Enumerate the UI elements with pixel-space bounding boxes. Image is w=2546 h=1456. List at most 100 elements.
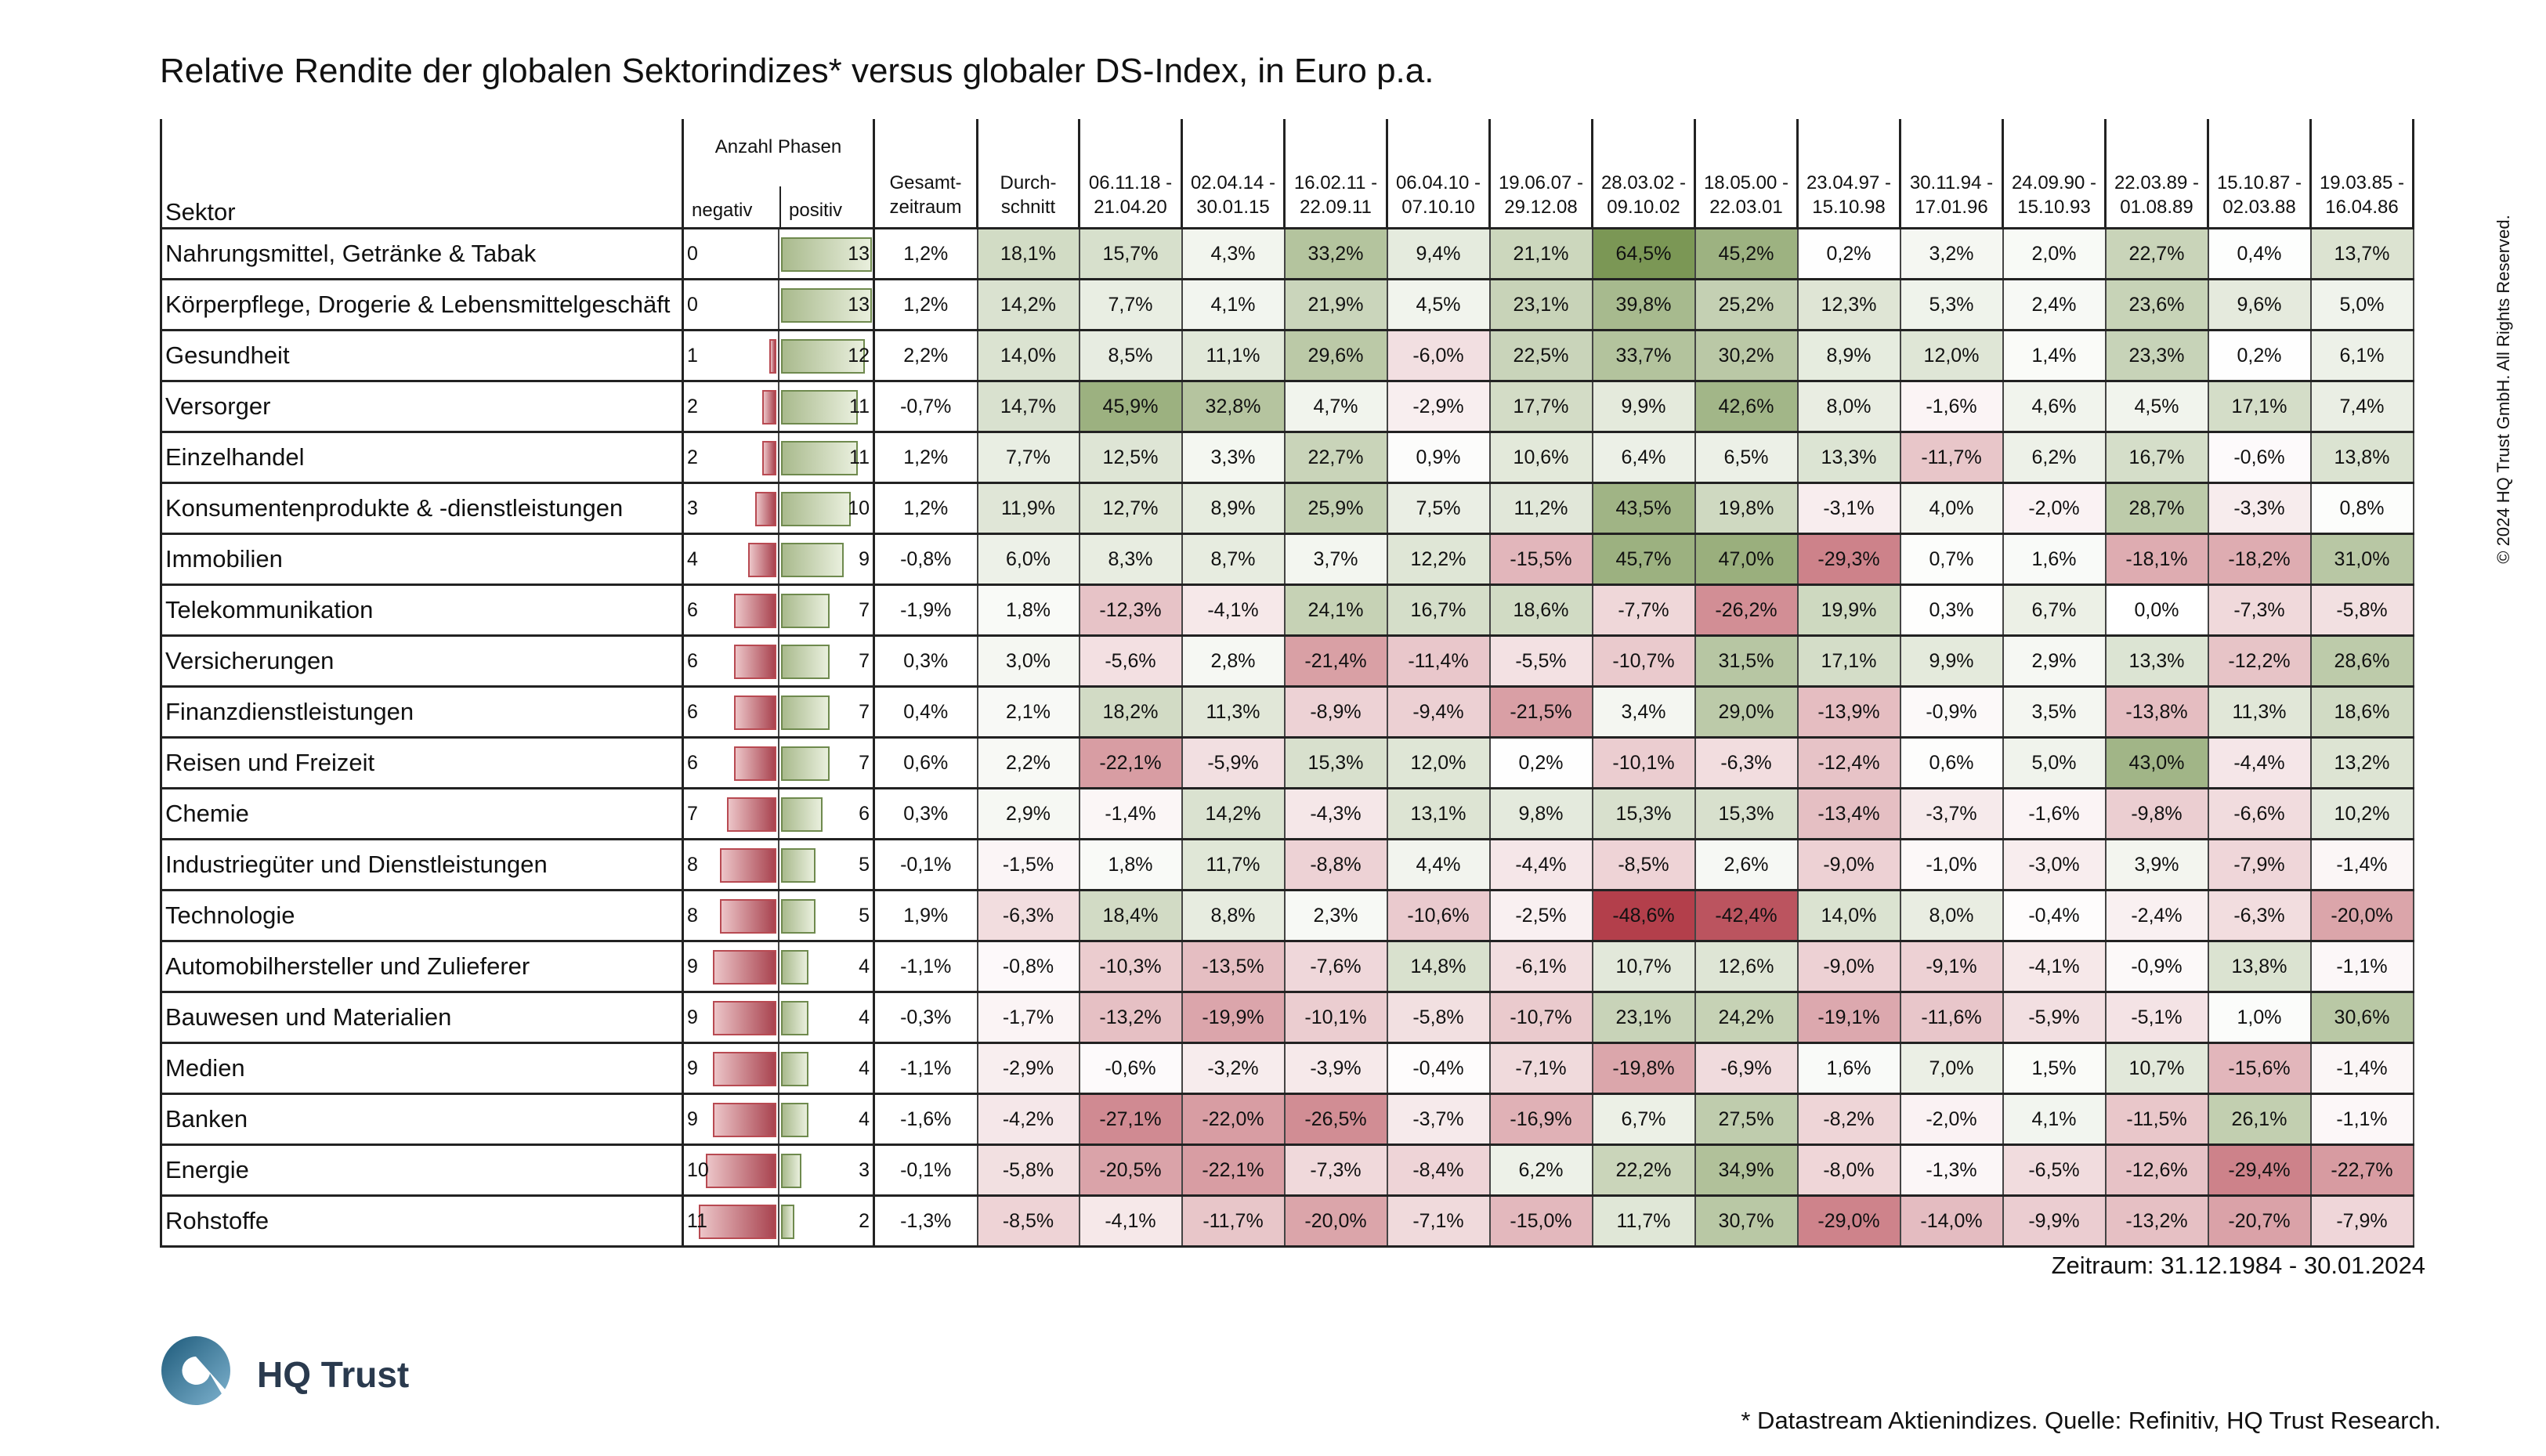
heatmap-cell: -19,9% [1181, 991, 1286, 1043]
gesamtzeitraum-value: 0,4% [873, 685, 978, 738]
heatmap-cell: -8,4% [1387, 1143, 1491, 1196]
heatmap-cell: 16,7% [1387, 583, 1491, 636]
header-period: 06.11.18 - 21.04.20 [1079, 119, 1183, 229]
heatmap-cell: -13,8% [2105, 685, 2209, 738]
heatmap-cell: 13,8% [2208, 940, 2312, 992]
heatmap-cell: 9,6% [2208, 278, 2312, 331]
negative-phases-cell: 8 [682, 889, 779, 941]
header-period: 18.05.00 - 22.03.01 [1694, 119, 1799, 229]
heatmap-cell: -3,2% [1181, 1042, 1286, 1094]
negative-phases-cell: 10 [682, 1143, 779, 1196]
gesamtzeitraum-value: -1,3% [873, 1194, 978, 1248]
heatmap-cell: -11,6% [1900, 991, 2004, 1043]
heatmap-cell: 10,7% [1592, 940, 1696, 992]
negative-phases-bar [733, 746, 776, 781]
sector-name: Konsumentenprodukte & -dienstleistungen [160, 482, 684, 534]
header-period: 30.11.94 - 17.01.96 [1900, 119, 2004, 229]
negative-phases-bar [713, 1052, 776, 1086]
heatmap-cell: 11,1% [1181, 329, 1286, 381]
negative-phases-bar [747, 543, 776, 577]
gesamtzeitraum-value: 1,2% [873, 482, 978, 534]
heatmap-cell: -6,1% [1489, 940, 1593, 992]
header-period: 06.04.10 - 07.10.10 [1387, 119, 1491, 229]
heatmap-cell: 8,9% [1797, 329, 1901, 381]
positive-phases-bar [780, 339, 865, 374]
heatmap-cell: -9,0% [1797, 838, 1901, 891]
positive-phases-cell: 4 [778, 1042, 875, 1094]
table-row: Rohstoffe 11 2 -1,3% -8,5% -4,1% -11,7% -20,0% -… [160, 1194, 2414, 1248]
sector-name: Medien [160, 1042, 684, 1094]
heatmap-cell: -1,1% [2310, 940, 2414, 992]
heatmap-cell: -20,0% [2310, 889, 2414, 941]
heatmap-cell: -22,1% [1079, 736, 1183, 789]
heatmap-cell: -13,9% [1797, 685, 1901, 738]
heatmap-cell: 0,7% [1900, 533, 2004, 585]
period-end: 07.10.10 [1401, 197, 1475, 218]
durchschnitt-value: 14,7% [977, 380, 1080, 432]
heatmap-cell: 28,7% [2105, 482, 2209, 534]
positive-phases-bar [780, 237, 872, 272]
heatmap-cell: -4,1% [1079, 1194, 1183, 1248]
negative-phases-bar [720, 899, 776, 934]
heatmap-cell: 8,7% [1181, 533, 1286, 585]
heatmap-cell: 0,0% [2105, 583, 2209, 636]
header-durch-line1: Durch- [1000, 172, 1057, 193]
heatmap-cell: -11,5% [2105, 1093, 2209, 1145]
positive-phases-bar [780, 543, 844, 577]
negative-phases-bar [720, 848, 776, 883]
heatmap-cell: -0,4% [1387, 1042, 1491, 1094]
heatmap-cell: 45,2% [1694, 227, 1799, 280]
heatmap-cell: -6,5% [2002, 1143, 2107, 1196]
sector-name: Bauwesen und Materialien [160, 991, 684, 1043]
heatmap-cell: -3,3% [2208, 482, 2312, 534]
heatmap-cell: 15,7% [1079, 227, 1183, 280]
heatmap-cell: 2,0% [2002, 227, 2107, 280]
heatmap-cell: -4,4% [2208, 736, 2312, 789]
durchschnitt-value: -8,5% [977, 1194, 1080, 1248]
heatmap-cell: 1,6% [1797, 1042, 1901, 1094]
heatmap-cell: -22,0% [1181, 1093, 1286, 1145]
heatmap-cell: 13,7% [2310, 227, 2414, 280]
table-row: Automobilhersteller und Zulieferer 9 4 -1,1… [160, 940, 2414, 992]
heatmap-cell: -0,9% [2105, 940, 2209, 992]
heatmap-cell: -5,9% [2002, 991, 2107, 1043]
heatmap-cell: -9,8% [2105, 787, 2209, 840]
heatmap-cell: -5,1% [2105, 991, 2209, 1043]
durchschnitt-value: 1,8% [977, 583, 1080, 636]
heatmap-cell: 22,7% [1284, 431, 1388, 483]
negative-phases-cell: 0 [682, 278, 779, 331]
heatmap-cell: 14,8% [1387, 940, 1491, 992]
heatmap-cell: 2,8% [1181, 634, 1286, 687]
heatmap-cell: 8,5% [1079, 329, 1183, 381]
heatmap-cell: -10,7% [1592, 634, 1696, 687]
heatmap-cell: 3,5% [2002, 685, 2107, 738]
negative-phases-bar [699, 1205, 776, 1239]
heatmap-cell: 8,3% [1079, 533, 1183, 585]
period-end: 22.09.11 [1300, 197, 1372, 218]
header-gesamt-line2: zeitraum [889, 197, 962, 218]
heatmap-cell: 21,9% [1284, 278, 1388, 331]
positive-phases-count: 11 [849, 446, 870, 468]
heatmap-cell: -0,9% [1900, 685, 2004, 738]
heatmap-cell: -9,0% [1797, 940, 1901, 992]
heatmap-cell: 7,4% [2310, 380, 2414, 432]
heatmap-cell: 4,1% [2002, 1093, 2107, 1145]
heatmap-cell: 28,6% [2310, 634, 2414, 687]
positive-phases-cell: 9 [778, 533, 875, 585]
heatmap-cell: -5,8% [2310, 583, 2414, 636]
heatmap-cell: -7,3% [2208, 583, 2312, 636]
heatmap-cell: 47,0% [1694, 533, 1799, 585]
period-start: 18.05.00 - [1703, 172, 1789, 193]
positive-phases-cell: 7 [778, 583, 875, 636]
negative-phases-count: 9 [687, 1006, 698, 1028]
positive-phases-count: 7 [859, 752, 870, 774]
positive-phases-bar [780, 1154, 802, 1188]
header-period: 15.10.87 - 02.03.88 [2208, 119, 2312, 229]
negative-phases-count: 2 [687, 396, 698, 417]
header-negativ: negativ [692, 200, 753, 221]
heatmap-cell: 29,0% [1694, 685, 1799, 738]
sector-name: Industriegüter und Dienstleistungen [160, 838, 684, 891]
heatmap-cell: 16,7% [2105, 431, 2209, 483]
sector-name: Immobilien [160, 533, 684, 585]
heatmap-cell: 3,9% [2105, 838, 2209, 891]
